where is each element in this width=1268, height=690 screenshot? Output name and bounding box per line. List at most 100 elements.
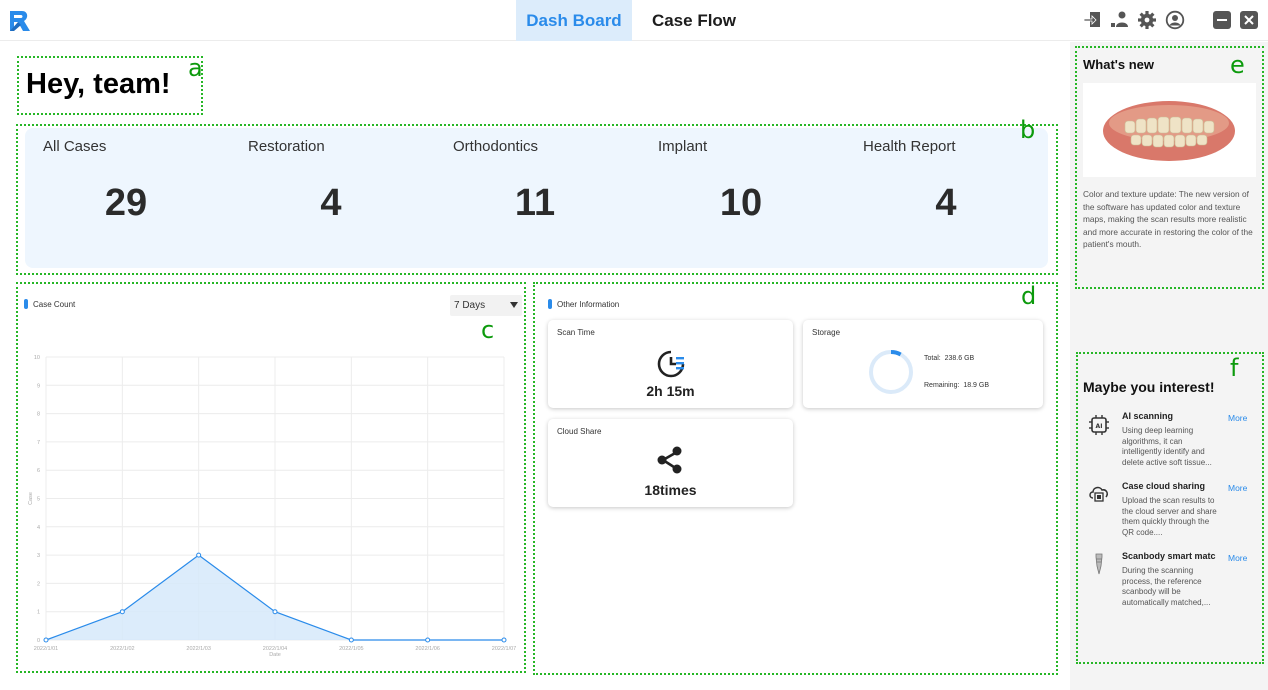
close-button[interactable]: [1240, 11, 1258, 29]
date-range-value: 7 Days: [454, 300, 486, 311]
interest-item-desc: Using deep learning algorithms, it can i…: [1122, 426, 1212, 467]
storage-card[interactable]: Storage Total: 238.6 GB Remaining: 18.9 …: [803, 320, 1043, 408]
y-tick-label: 9: [37, 383, 40, 389]
stat-value-restoration[interactable]: 4: [320, 182, 342, 224]
x-tick-label: 2022/1/05: [339, 646, 363, 652]
y-tick-label: 2: [37, 581, 40, 587]
data-point: [425, 637, 431, 643]
stat-value-health-report[interactable]: 4: [935, 182, 957, 224]
cloud-share-title: Cloud Share: [557, 427, 602, 436]
gear-icon[interactable]: [1137, 10, 1157, 30]
scan-time-title: Scan Time: [557, 328, 595, 337]
y-tick-label: 6: [37, 468, 40, 474]
y-tick-label: 4: [37, 525, 40, 531]
cloud-share-icon: [1089, 486, 1108, 502]
import-icon[interactable]: [1083, 10, 1103, 30]
storage-title: Storage: [812, 328, 841, 337]
whats-new-text: Color and texture update: The new versio…: [1083, 189, 1253, 249]
data-point: [272, 609, 278, 615]
case-count-title: Case Count: [33, 300, 76, 309]
whats-new-title: What's new: [1083, 57, 1154, 72]
region-f-box: [1076, 352, 1264, 664]
data-point: [348, 637, 354, 643]
storage-total: Total: 238.6 GB: [924, 355, 974, 362]
x-tick-label: 2022/1/03: [186, 646, 210, 652]
x-axis-label: Date: [269, 652, 281, 658]
app-logo-icon: [10, 11, 30, 31]
interest-item-name[interactable]: Scanbody smart matc: [1122, 551, 1216, 561]
scan-time-value: 2h 15m: [646, 383, 695, 399]
x-tick-label: 2022/1/04: [263, 646, 287, 652]
users-icon[interactable]: [1109, 10, 1129, 30]
case-count-accent: [24, 299, 28, 309]
svg-text:AI: AI: [1096, 423, 1103, 430]
region-tag-e: e: [1230, 51, 1245, 79]
interest-item-desc: During the scanning process, the referen…: [1122, 566, 1211, 607]
profile-icon[interactable]: [1165, 10, 1185, 30]
storage-remaining: Remaining: 18.9 GB: [924, 382, 989, 389]
tab-dash-board[interactable]: Dash Board: [516, 0, 632, 41]
storage-total-value: 238.6 GB: [944, 355, 975, 362]
region-d-box: [533, 282, 1058, 675]
interest-item-name[interactable]: Case cloud sharing: [1122, 481, 1206, 491]
stat-value-all-cases[interactable]: 29: [104, 182, 148, 224]
cloud-share-card[interactable]: Cloud Share 18times: [548, 419, 793, 507]
date-range-dropdown[interactable]: 7 Days: [450, 295, 522, 316]
y-tick-label: 10: [34, 355, 40, 361]
storage-ring: [869, 350, 913, 394]
interest-item-name[interactable]: AI scanning: [1122, 411, 1174, 421]
share-icon: [657, 446, 682, 474]
interest-more-link[interactable]: More: [1228, 413, 1248, 423]
stat-label-all-cases: All Cases: [43, 138, 107, 155]
clock-icon: [657, 350, 685, 378]
series-area: [46, 555, 504, 640]
stat-label-restoration: Restoration: [248, 138, 325, 155]
x-tick-label: 2022/1/07: [492, 646, 516, 652]
whats-new-image[interactable]: [1083, 83, 1256, 177]
scanbody-icon: [1095, 553, 1103, 575]
data-point: [119, 609, 125, 615]
interest-more-link[interactable]: More: [1228, 553, 1248, 563]
stat-value-implant[interactable]: 10: [719, 182, 763, 224]
cloud-share-value: 18times: [644, 482, 697, 498]
x-tick-label: 2022/1/02: [110, 646, 134, 652]
y-axis-label: Case: [28, 492, 34, 505]
other-info-title: Other Information: [557, 300, 620, 309]
stat-label-orthodontics: Orthodontics: [453, 138, 539, 155]
region-tag-b: b: [1020, 116, 1036, 144]
y-tick-label: 0: [37, 638, 40, 644]
y-tick-label: 5: [37, 497, 40, 503]
other-info-accent: [548, 299, 552, 309]
case-count-chart: 0 1 2 3 4 5 6 7 8 9 10 2022/1/01 2022/1/02 2022/1/03 2…: [28, 355, 516, 658]
tab-case-flow[interactable]: Case Flow: [651, 11, 737, 30]
storage-ring-fill: [890, 350, 902, 357]
greeting-title: Hey, team!: [26, 68, 171, 100]
y-tick-label: 3: [37, 553, 40, 559]
storage-total-label: Total:: [924, 355, 941, 362]
region-tag-d: d: [1021, 282, 1037, 310]
ai-chip-icon: AI: [1089, 415, 1109, 435]
stat-label-health-report: Health Report: [863, 138, 956, 155]
top-bar: Dash Board Case Flow: [0, 0, 1268, 41]
region-c-box: [16, 282, 526, 673]
y-tick-label: 7: [37, 440, 40, 446]
data-point: [196, 552, 202, 558]
stat-value-orthodontics[interactable]: 11: [514, 182, 556, 224]
storage-remaining-label: Remaining:: [924, 382, 960, 389]
minimize-icon: [1217, 19, 1227, 21]
y-tick-label: 1: [37, 610, 40, 616]
region-tag-c: c: [481, 316, 495, 344]
interest-more-link[interactable]: More: [1228, 483, 1248, 493]
region-tag-a: a: [188, 54, 203, 82]
data-point: [501, 637, 507, 643]
interest-item-desc: Upload the scan results to the cloud ser…: [1122, 496, 1217, 537]
storage-remaining-value: 18.9 GB: [963, 382, 989, 389]
y-tick-label: 8: [37, 412, 40, 418]
minimize-button[interactable]: [1213, 11, 1231, 29]
x-tick-label: 2022/1/01: [34, 646, 58, 652]
dental-scan-icon: [1103, 101, 1235, 161]
region-e-box: [1075, 46, 1264, 289]
scan-time-card[interactable]: Scan Time 2h 15m: [548, 320, 793, 408]
stat-label-implant: Implant: [658, 138, 708, 155]
region-b-box: [16, 124, 1058, 275]
